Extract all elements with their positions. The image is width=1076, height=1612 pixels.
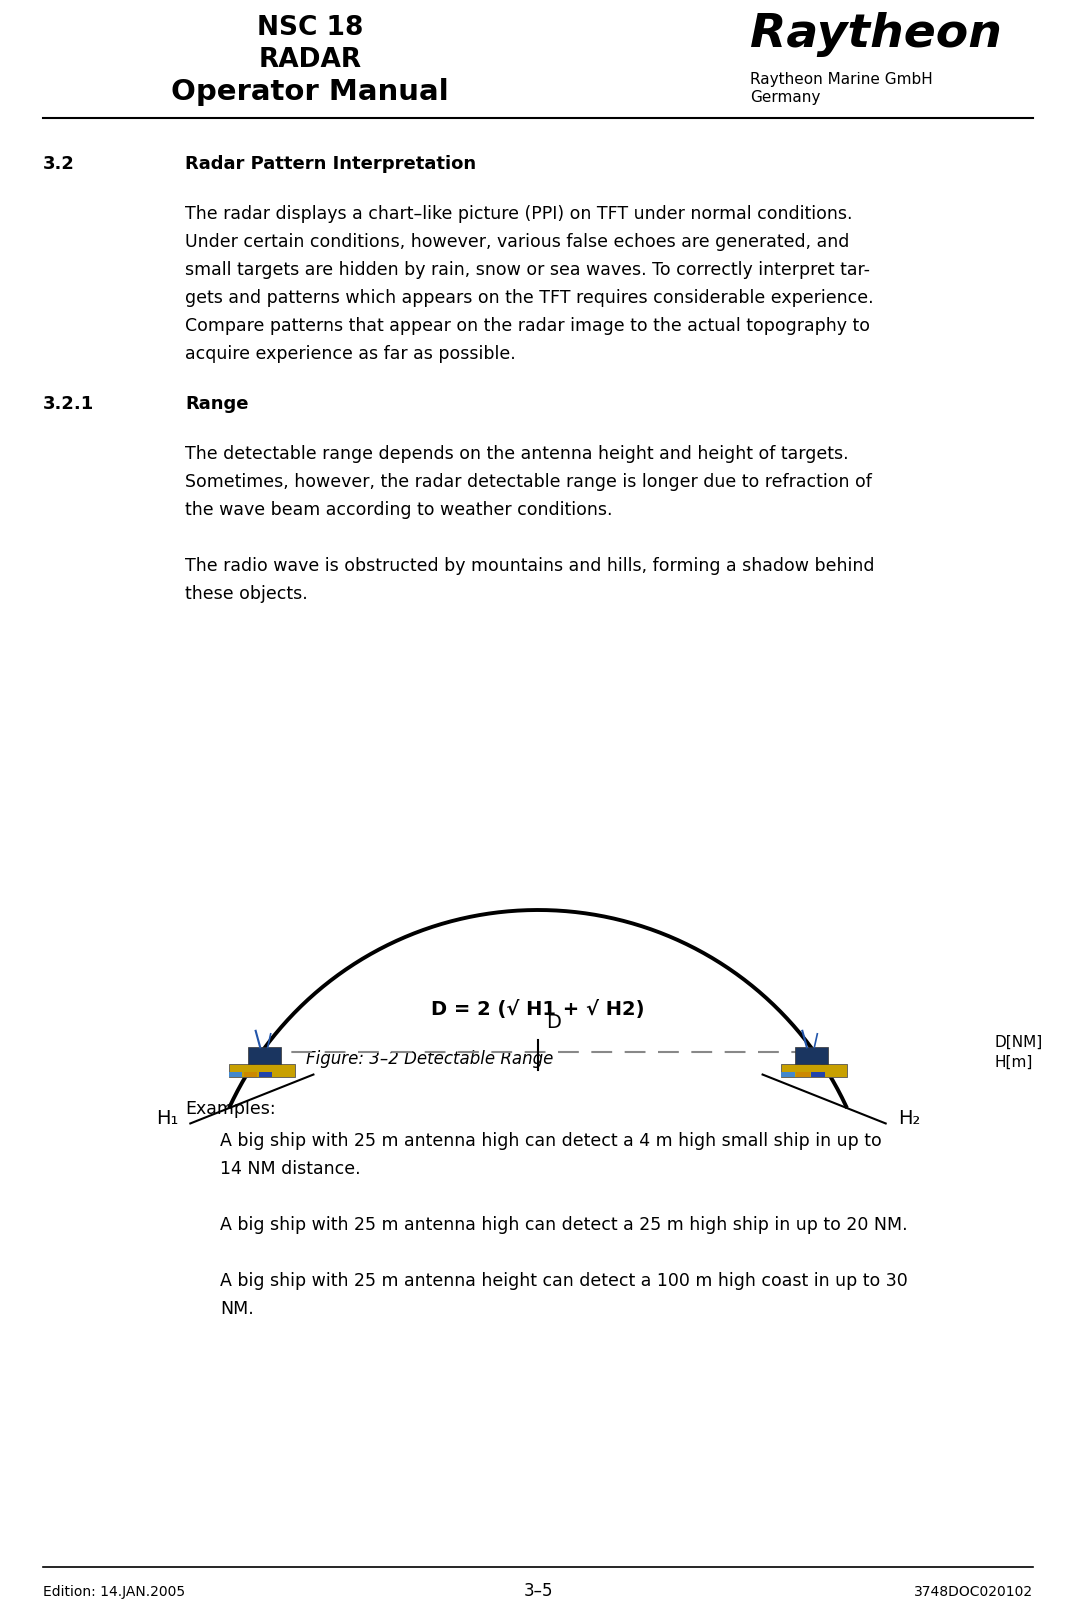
Text: NSC 18: NSC 18 (257, 15, 364, 40)
Text: A big ship with 25 m antenna height can detect a 100 m high coast in up to 30: A big ship with 25 m antenna height can … (220, 1272, 908, 1290)
Text: acquire experience as far as possible.: acquire experience as far as possible. (185, 345, 515, 363)
Text: The radio wave is obstructed by mountains and hills, forming a shadow behind: The radio wave is obstructed by mountain… (185, 558, 875, 575)
Text: 3748DOC020102: 3748DOC020102 (914, 1585, 1033, 1599)
Bar (796, 1072, 810, 1077)
Text: Under certain conditions, however, various false echoes are generated, and: Under certain conditions, however, vario… (185, 234, 849, 251)
Text: 14 NM distance.: 14 NM distance. (220, 1161, 360, 1178)
Text: The detectable range depends on the antenna height and height of targets.: The detectable range depends on the ante… (185, 445, 849, 463)
Text: A big ship with 25 m antenna high can detect a 4 m high small ship in up to: A big ship with 25 m antenna high can de… (220, 1132, 881, 1149)
Text: Range: Range (185, 395, 249, 413)
Bar (811, 1072, 825, 1077)
Text: Raytheon Marine GmbH: Raytheon Marine GmbH (750, 73, 933, 87)
Text: gets and patterns which appears on the TFT requires considerable experience.: gets and patterns which appears on the T… (185, 289, 874, 306)
Bar (258, 1072, 272, 1077)
Text: Operator Manual: Operator Manual (171, 77, 449, 106)
Text: D = 2 (√ H1 + √ H2): D = 2 (√ H1 + √ H2) (431, 999, 645, 1019)
Text: Raytheon: Raytheon (750, 11, 1002, 56)
Bar (229, 1064, 295, 1077)
Text: Examples:: Examples: (185, 1099, 275, 1119)
Bar (243, 1072, 257, 1077)
Text: NM.: NM. (220, 1299, 254, 1319)
Text: Edition: 14.JAN.2005: Edition: 14.JAN.2005 (43, 1585, 185, 1599)
Text: Radar Pattern Interpretation: Radar Pattern Interpretation (185, 155, 476, 172)
Bar (249, 1048, 281, 1064)
Bar (229, 1072, 242, 1077)
Bar (781, 1072, 795, 1077)
Text: Sometimes, however, the radar detectable range is longer due to refraction of: Sometimes, however, the radar detectable… (185, 472, 872, 492)
Bar (795, 1048, 827, 1064)
Text: 3.2.1: 3.2.1 (43, 395, 95, 413)
Text: Germany: Germany (750, 90, 820, 105)
Text: D: D (546, 1012, 561, 1032)
Text: the wave beam according to weather conditions.: the wave beam according to weather condi… (185, 501, 612, 519)
Text: 3.2: 3.2 (43, 155, 75, 172)
Text: The radar displays a chart–like picture (PPI) on TFT under normal conditions.: The radar displays a chart–like picture … (185, 205, 852, 222)
Text: A big ship with 25 m antenna high can detect a 25 m high ship in up to 20 NM.: A big ship with 25 m antenna high can de… (220, 1215, 908, 1235)
Text: small targets are hidden by rain, snow or sea waves. To correctly interpret tar-: small targets are hidden by rain, snow o… (185, 261, 870, 279)
Text: Figure: 3–2 Detectable Range: Figure: 3–2 Detectable Range (307, 1049, 554, 1069)
Text: H₂: H₂ (897, 1109, 920, 1128)
Text: H₁: H₁ (156, 1109, 179, 1128)
Text: Compare patterns that appear on the radar image to the actual topography to: Compare patterns that appear on the rada… (185, 318, 870, 335)
Text: these objects.: these objects. (185, 585, 308, 603)
Bar (781, 1064, 847, 1077)
Text: 3–5: 3–5 (523, 1581, 553, 1601)
Text: D[NM]
H[m]: D[NM] H[m] (995, 1035, 1044, 1070)
Text: RADAR: RADAR (258, 47, 362, 73)
